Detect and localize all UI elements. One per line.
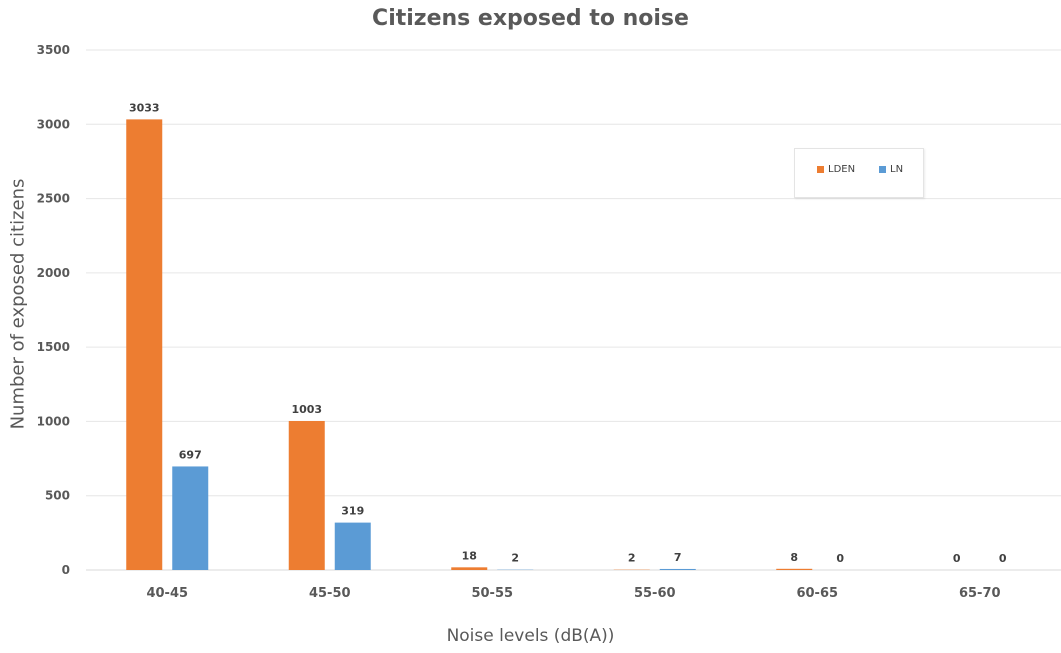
chart-title: Citizens exposed to noise xyxy=(372,6,689,31)
data-label-ln: 697 xyxy=(179,448,202,461)
legend: LDEN LN xyxy=(794,148,924,198)
data-label-lden: 8 xyxy=(790,551,798,564)
data-label-ln: 319 xyxy=(341,505,364,518)
legend-item-lden: LDEN xyxy=(817,164,855,175)
legend-swatch-ln xyxy=(879,166,886,173)
data-label-lden: 3033 xyxy=(129,101,160,114)
data-label-ln: 7 xyxy=(674,551,682,564)
bar-lden xyxy=(288,420,325,570)
data-label-lden: 18 xyxy=(462,549,477,562)
y-tick-label: 3000 xyxy=(37,117,70,131)
bar-ln xyxy=(334,522,371,570)
y-tick-label: 0 xyxy=(62,563,70,577)
data-label-lden: 2 xyxy=(628,552,636,565)
data-label-ln: 0 xyxy=(836,552,844,565)
x-tick-label: 60-65 xyxy=(796,586,838,601)
bar-ln xyxy=(659,568,696,570)
y-tick-label: 1000 xyxy=(37,414,70,428)
y-tick-label: 500 xyxy=(45,489,70,503)
y-tick-label: 2500 xyxy=(37,192,70,206)
legend-swatch-lden xyxy=(817,166,824,173)
y-tick-label: 1500 xyxy=(37,340,70,354)
bar-ln xyxy=(172,466,209,570)
data-label-ln: 2 xyxy=(511,552,519,565)
legend-label-lden: LDEN xyxy=(828,164,856,175)
legend-label-ln: LN xyxy=(890,164,904,175)
bar-lden xyxy=(451,567,488,570)
x-tick-label: 65-70 xyxy=(959,586,1001,601)
bar-lden xyxy=(776,568,813,570)
data-label-ln: 0 xyxy=(999,552,1007,565)
x-tick-label: 55-60 xyxy=(634,586,676,601)
x-tick-label: 45-50 xyxy=(309,586,351,601)
x-axis-label: Noise levels (dB(A)) xyxy=(446,626,615,646)
data-label-lden: 1003 xyxy=(291,403,322,416)
x-tick-label: 50-55 xyxy=(471,586,513,601)
x-tick-label: 40-45 xyxy=(146,586,188,601)
data-label-lden: 0 xyxy=(953,552,961,565)
y-tick-label: 2000 xyxy=(37,266,70,280)
legend-item-ln: LN xyxy=(879,164,903,175)
y-tick-label: 3500 xyxy=(37,43,70,57)
bar-lden xyxy=(126,119,163,570)
